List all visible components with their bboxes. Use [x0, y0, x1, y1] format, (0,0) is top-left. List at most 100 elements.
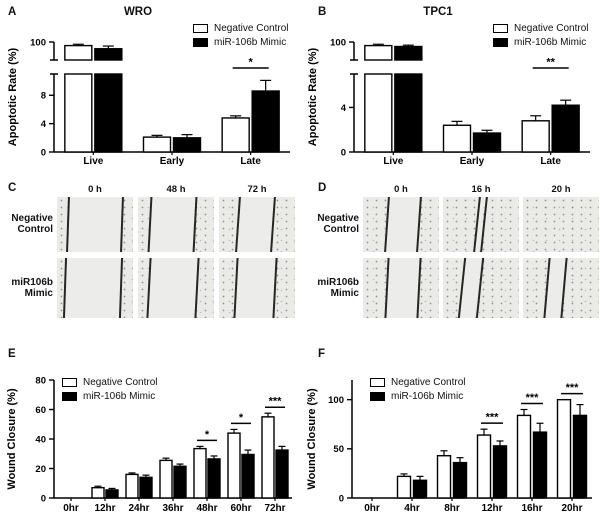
category-label: Late: [540, 156, 561, 167]
row-label-mimic: miR106b Mimic: [11, 277, 53, 299]
tick-label: 100: [30, 37, 46, 48]
bar-negative-control: [364, 44, 393, 61]
bar-negative-control: [221, 117, 250, 153]
legend-label: miR-106b Mimic: [214, 37, 287, 48]
micrograph-c-row2-col3: [219, 258, 295, 318]
timepoint-header: 72 h: [247, 184, 267, 195]
panel-e-legend: Negative Control miR-106b Mimic: [62, 377, 157, 402]
tick-label: 20: [35, 464, 46, 475]
bar-mimic: [275, 449, 289, 499]
legend-item-mimic: miR-106b Mimic: [62, 391, 157, 402]
tick-label: 0: [341, 147, 346, 158]
timepoint-header: 16 h: [471, 184, 491, 195]
row-label-mimic: miR106b Mimic: [317, 277, 359, 299]
bar-mimic: [452, 461, 468, 499]
panel-d-wound-images-tpc1: D 0 h 16 h 20 h Negative Control miR106b M…: [300, 180, 600, 330]
category-label: 48hr: [196, 503, 217, 514]
category-label: Early: [160, 156, 185, 167]
micrograph-d-row2-col1: [363, 258, 439, 318]
bar-mimic: [532, 431, 548, 499]
bar-negative-control: [516, 414, 532, 499]
filled-square-swatch-icon: [62, 392, 77, 401]
bar-negative-control: [521, 120, 550, 153]
micrograph-c-row1-col3: [219, 197, 295, 252]
bar-mimic: [94, 48, 123, 61]
row-label-negative-control: Negative Control: [11, 213, 53, 235]
panel-letter-d: D: [318, 182, 327, 194]
bar-mimic: [551, 104, 580, 153]
legend-item-mimic: miR-106b Mimic: [370, 391, 465, 402]
tick-label: 100: [328, 395, 344, 406]
open-square-swatch-icon: [370, 378, 385, 387]
apoptosis-bar-chart-wro: 0 4 8 100 Live Early Late * Apoptotic Rate (%): [7, 37, 290, 167]
bar-negative-control: [364, 73, 393, 153]
panel-f-legend: Negative Control miR-106b Mimic: [370, 377, 465, 402]
category-label: 72hr: [264, 503, 285, 514]
category-label: 24hr: [128, 503, 149, 514]
wound-gap-area: [233, 258, 277, 318]
wound-gap-area: [384, 258, 421, 318]
legend-label: miR-106b Mimic: [391, 391, 464, 402]
tick-label: 50: [333, 444, 344, 455]
tick-label: 4: [341, 103, 347, 114]
tick-label: 60: [35, 405, 46, 416]
panel-b-legend: Negative Control miR-106b Mimic: [493, 23, 588, 48]
bar-mimic: [472, 132, 502, 153]
micrograph-c-row2-col1: [57, 258, 133, 318]
bar-mimic: [241, 453, 255, 499]
legend-item-mimic: miR-106b Mimic: [193, 37, 288, 48]
open-square-swatch-icon: [493, 24, 508, 33]
panel-e-wound-closure-wro: E Negative Control miR-106b Mimic 0 20 40 6…: [0, 340, 300, 520]
category-label: 8hr: [444, 503, 460, 514]
category-label: 12hr: [481, 503, 502, 514]
micrograph-d-row1-col1: [363, 197, 439, 252]
panel-a-legend: Negative Control miR-106b Mimic: [193, 23, 288, 48]
legend-item-negative-control: Negative Control: [193, 23, 288, 34]
bar-mimic: [105, 489, 119, 499]
timepoint-header: 0 h: [88, 184, 102, 195]
significance-stars: *: [249, 57, 254, 69]
category-label: Late: [240, 156, 261, 167]
bar-negative-control: [442, 124, 472, 153]
panel-letter-b: B: [318, 6, 327, 18]
bar-negative-control: [125, 473, 139, 499]
tick-label: 0: [41, 493, 46, 504]
bar-mimic: [94, 73, 123, 153]
micrograph-c-row2-col2: [138, 258, 214, 318]
open-square-swatch-icon: [193, 24, 208, 33]
bar-negative-control: [396, 475, 412, 499]
micrograph-c-row1-col2: [138, 197, 214, 252]
panel-letter-a: A: [8, 6, 17, 18]
bar-negative-control: [261, 416, 275, 499]
panel-a-apoptosis-wro: A WRO Negative Control miR-106b Mimic 0 4…: [0, 0, 300, 180]
significance-stars: **: [546, 57, 555, 69]
bar-negative-control: [91, 486, 105, 499]
timepoint-header: 0 h: [394, 184, 408, 195]
panel-letter-c: C: [8, 182, 17, 194]
panel-c-wound-images-wro: C 0 h 48 h 72 h Negative Control miR106b M…: [0, 180, 300, 330]
tick-label: 100: [330, 37, 346, 48]
legend-label: Negative Control: [514, 23, 589, 34]
significance-stars: ***: [486, 412, 500, 424]
tick-label: 0: [339, 493, 344, 504]
y-axis-label: Wound Closure (%): [306, 388, 318, 490]
bar-mimic: [139, 476, 153, 499]
category-label: Live: [383, 156, 403, 167]
legend-label: Negative Control: [83, 377, 158, 388]
micrograph-d-row2-col2: [443, 258, 519, 318]
category-label: Early: [460, 156, 485, 167]
bar-negative-control: [556, 398, 572, 499]
legend-label: miR-106b Mimic: [514, 37, 587, 48]
panel-letter-f: F: [318, 348, 326, 360]
y-axis-label: Apoptotic Rate (%): [307, 47, 319, 146]
significance-stars: *: [205, 429, 210, 441]
bar-mimic: [394, 73, 423, 153]
bar-mimic: [173, 465, 187, 499]
wound-gap-area: [65, 197, 122, 252]
bar-negative-control: [64, 73, 93, 153]
legend-label: Negative Control: [214, 23, 289, 34]
filled-square-swatch-icon: [193, 38, 208, 47]
category-label: 36hr: [162, 503, 183, 514]
